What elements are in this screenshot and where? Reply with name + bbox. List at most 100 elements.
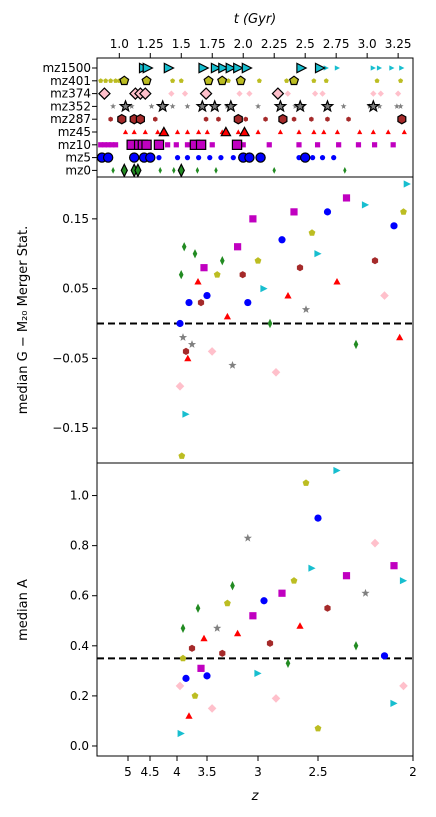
timeline-big-marker [195, 139, 207, 150]
data-point [342, 194, 351, 202]
timeline-small-marker [207, 155, 213, 161]
sim-label: mz287 [50, 112, 91, 126]
bottom-axis-label: z [251, 789, 260, 804]
timeline-small-marker [184, 155, 191, 161]
timeline-small-marker [216, 116, 221, 122]
timeline-small-marker [236, 90, 243, 97]
timeline-big-marker [155, 99, 170, 113]
timeline-big-marker [223, 99, 238, 113]
timeline-big-marker [255, 152, 266, 163]
timeline-small-marker [399, 65, 405, 71]
timeline-small-marker [371, 142, 378, 148]
asym-ylabel: median A [16, 579, 31, 641]
data-point [302, 479, 310, 486]
timeline-small-marker [376, 65, 383, 71]
data-point [249, 215, 257, 223]
timeline-small-marker [101, 142, 108, 148]
timeline-small-marker [128, 103, 135, 109]
data-point [314, 250, 322, 258]
timeline-small-marker [110, 103, 117, 109]
data-point [194, 278, 202, 285]
timeline-small-marker [181, 90, 189, 97]
data-point [230, 581, 235, 591]
timeline-big-marker [225, 62, 237, 74]
top-tick-label: 1.5 [172, 37, 191, 51]
data-point [200, 264, 208, 272]
timeline-big-marker [134, 163, 142, 178]
timeline-big-marker [118, 99, 133, 113]
data-point [285, 658, 291, 668]
timeline-big-marker [273, 99, 288, 113]
timeline-small-marker [113, 78, 119, 83]
timeline-small-marker [370, 65, 376, 71]
timeline-small-marker [296, 142, 302, 148]
bottom-tick-label: 4 [173, 765, 181, 779]
data-point [180, 623, 186, 633]
sim-label: mz5 [65, 151, 91, 165]
timeline-small-marker [272, 167, 276, 174]
timeline-small-marker [376, 103, 383, 109]
timeline-small-marker [184, 142, 191, 148]
timeline-small-marker [122, 129, 129, 135]
timeline-big-marker [163, 62, 175, 74]
timeline-big-marker [210, 62, 222, 74]
timeline-small-marker [343, 167, 347, 174]
timeline-big-marker [244, 152, 255, 163]
data-point [182, 410, 190, 418]
timeline-small-marker [255, 129, 261, 135]
timeline-small-marker [323, 78, 329, 83]
sim-label: mz401 [50, 74, 91, 88]
timeline-small-marker [196, 155, 202, 161]
data-point [207, 347, 217, 356]
asym-panel [97, 466, 413, 738]
timeline-small-marker [357, 129, 363, 135]
timeline-big-marker [220, 126, 232, 137]
sim-label: mz10 [58, 138, 91, 152]
top-tick-label: 3.25 [385, 37, 412, 51]
y-tick-label: 0.6 [70, 589, 89, 603]
timeline-small-marker [284, 90, 291, 97]
timeline-small-marker [98, 78, 104, 83]
sim-label: mz0 [65, 163, 91, 177]
data-point [380, 652, 389, 660]
timeline-big-marker [135, 113, 145, 125]
timeline-big-marker [195, 99, 210, 113]
top-tick-label: 1.75 [199, 37, 226, 51]
timeline-big-marker [198, 62, 210, 74]
timeline-small-marker [168, 90, 175, 97]
timeline-big-marker [203, 75, 214, 86]
data-point [371, 257, 379, 265]
data-point [192, 249, 198, 259]
timeline-small-marker [310, 155, 316, 161]
data-point [175, 381, 185, 391]
timeline-small-marker [235, 129, 241, 135]
timeline-small-marker [370, 129, 376, 135]
timeline-big-marker [138, 87, 152, 100]
timeline-big-marker [153, 139, 165, 150]
data-point [182, 674, 190, 682]
top-tick-label: 3.0 [358, 37, 377, 51]
timeline-small-marker [321, 129, 327, 135]
timeline-big-marker [314, 62, 327, 74]
timeline-small-marker [155, 129, 161, 135]
data-point [200, 634, 208, 642]
timeline-small-marker [355, 142, 362, 148]
sim-label: mz352 [50, 99, 91, 113]
y-tick-label: −0.05 [52, 351, 89, 365]
timeline-big-marker [119, 75, 130, 86]
data-point [191, 692, 199, 699]
data-point [353, 339, 359, 350]
timeline-big-marker [293, 99, 308, 113]
timeline-small-marker [314, 142, 321, 148]
data-point [178, 333, 188, 341]
timeline-small-marker [209, 142, 215, 148]
timeline-small-marker [336, 142, 342, 148]
timeline-small-marker [374, 78, 380, 83]
data-point [314, 724, 322, 732]
timeline-small-marker [370, 90, 377, 97]
timeline-small-marker [401, 129, 407, 135]
top-tick-label: 2.5 [296, 37, 315, 51]
data-point [175, 681, 185, 691]
timeline-small-marker [170, 78, 176, 83]
